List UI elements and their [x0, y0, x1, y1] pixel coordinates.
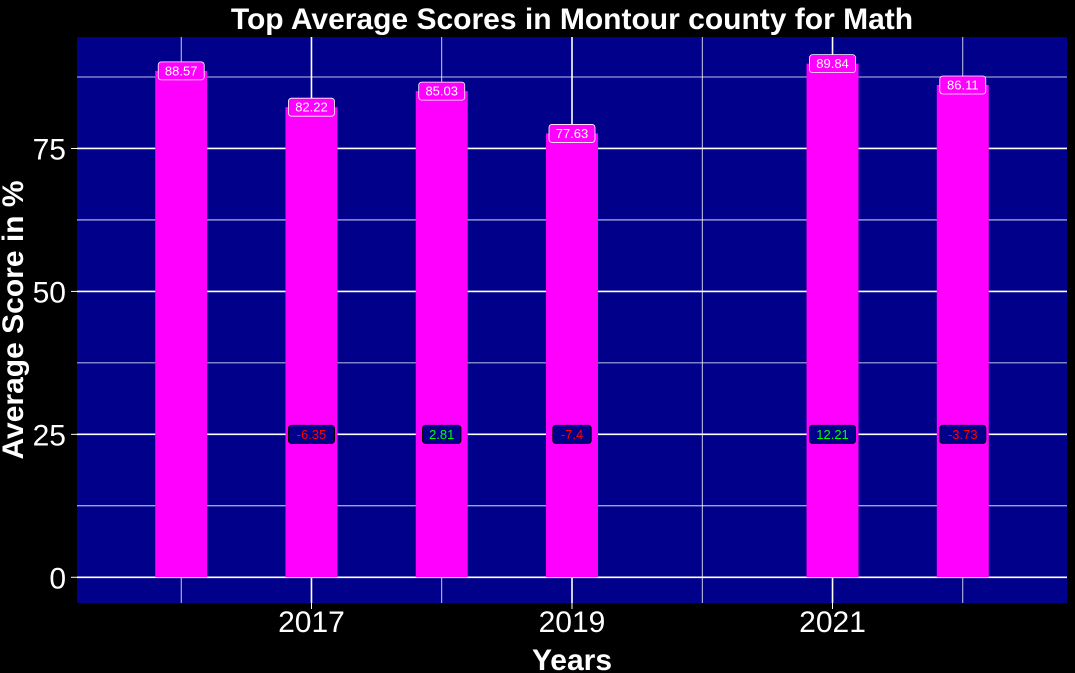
value-label: 89.84 [816, 56, 849, 71]
value-label-box [288, 97, 335, 117]
x-tick-label: 2021 [799, 606, 866, 639]
value-labels: 88.57 82.22 85.03 77.63 89.84 86.11 [157, 54, 987, 143]
change-label: -3.73 [948, 427, 978, 442]
value-label: 77.63 [556, 126, 589, 141]
value-label-box [157, 61, 205, 81]
bar [936, 84, 989, 578]
bar [415, 91, 468, 578]
y-tick-label: 75 [33, 133, 66, 166]
value-label: 88.57 [165, 63, 198, 78]
change-label: -6.35 [297, 427, 327, 442]
value-label-box [809, 54, 856, 74]
value-label: 86.11 [947, 77, 979, 92]
x-tick-label: 2019 [539, 606, 606, 639]
bar [155, 70, 208, 578]
change-label-box [939, 424, 987, 444]
x-axis-title: Years [532, 644, 612, 673]
x-axis-ticks: 2017 2019 2021 [278, 603, 866, 639]
value-label: 82.22 [295, 100, 328, 115]
change-label-box [552, 424, 592, 444]
bar [806, 63, 859, 578]
value-label-box [548, 124, 596, 143]
y-axis-title: Average Score in % [0, 180, 30, 459]
bar [546, 133, 598, 578]
y-tick-label: 0 [49, 562, 66, 595]
change-label: -7.4 [561, 427, 583, 442]
x-tick-label: 2017 [278, 606, 345, 639]
chart-title: Top Average Scores in Montour county for… [231, 3, 913, 36]
value-label-box [939, 75, 987, 95]
change-labels: -6.35 2.81 -7.4 12.21 -3.73 [287, 424, 987, 444]
bar [285, 107, 338, 578]
value-label-box [418, 81, 466, 101]
change-label-box [287, 424, 335, 444]
change-label: 2.81 [429, 427, 454, 442]
bars [155, 63, 989, 578]
change-label-box [809, 424, 857, 444]
change-label-box [422, 424, 462, 444]
y-axis-ticks: 0 25 50 75 [33, 133, 77, 595]
y-tick-label: 25 [33, 419, 66, 452]
value-label: 85.03 [425, 84, 458, 99]
y-tick-label: 50 [33, 276, 66, 309]
change-label: 12.21 [816, 427, 849, 442]
